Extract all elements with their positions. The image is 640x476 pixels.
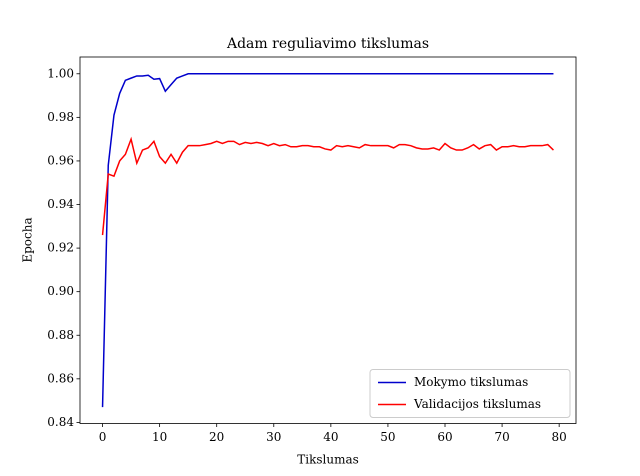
y-tick-label: 0.88 [47,328,74,342]
series-line [101,73,554,408]
y-tick-label: 0.98 [47,110,74,124]
legend-label: Validacijos tikslumas [413,397,541,411]
series-line [101,136,554,236]
y-tick-label: 0.96 [47,153,74,167]
x-tick-label: 30 [266,430,281,444]
x-tick-label: 70 [494,430,509,444]
x-axis-label: Tikslumas [297,453,359,467]
y-tick-label: 0.94 [47,197,74,211]
x-tick-label: 80 [552,430,567,444]
plot-frame [79,56,577,424]
x-tick-label: 60 [437,430,452,444]
y-axis-label: Epocha [21,217,35,262]
legend-label: Mokymo tikslumas [414,375,528,389]
x-tick-label: 50 [380,430,395,444]
x-tick-label: 10 [152,430,167,444]
x-tick-label: 0 [99,430,107,444]
x-tick-label: 40 [323,430,338,444]
y-tick-label: 1.00 [47,66,74,80]
x-tick-label: 20 [209,430,224,444]
y-tick-label: 0.90 [47,284,74,298]
chart-title: Adam reguliavimo tikslumas [226,36,429,52]
legend-box [369,369,571,418]
y-tick-label: 0.84 [47,415,74,429]
y-tick-label: 0.86 [47,371,74,385]
y-tick-label: 0.92 [47,241,74,255]
